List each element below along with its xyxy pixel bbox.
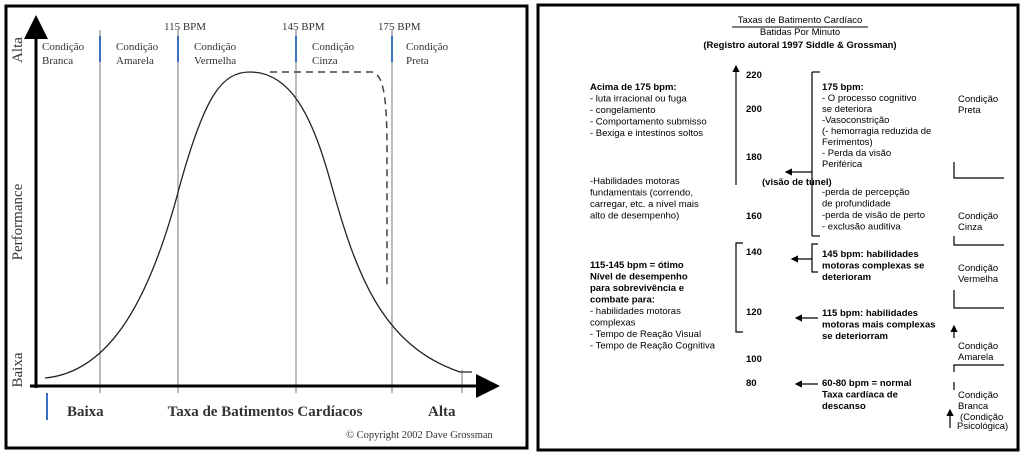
note-line: (- hemorragia reduzida de	[822, 126, 931, 137]
scale-value: 160	[746, 211, 762, 222]
condition-label: Branca	[958, 401, 989, 412]
note-line: se deteriora	[822, 104, 873, 115]
subtitle: Batidas Por Minuto	[760, 27, 840, 38]
performance-curve	[44, 71, 472, 379]
note-line: - Bexiga e intestinos soltos	[590, 128, 703, 139]
source: (Registro autoral 1997 Siddle & Grossman…	[703, 40, 896, 51]
copyright: © Copyright 2002 Dave Grossman	[346, 430, 494, 441]
scale-value: 180	[746, 152, 762, 163]
note-line: - congelamento	[590, 105, 655, 116]
zone-lines	[99, 30, 463, 393]
condition-label: Condição	[958, 263, 998, 274]
note-line: -perda de percepção	[822, 187, 910, 198]
condition-label: Condição	[958, 390, 998, 401]
bpm-marker: 145 BPM	[282, 21, 325, 33]
note-line: - Comportamento submisso	[590, 117, 707, 128]
x-high-label: Alta	[428, 404, 456, 420]
note-line: para sobrevivência e	[590, 283, 684, 294]
scale-value: 140	[746, 247, 762, 258]
note-line: 145 bpm: habilidades	[822, 249, 919, 260]
heart-rate-diagram	[536, 3, 1020, 452]
condition-label: Condição	[958, 211, 998, 222]
note-line: 115 bpm: habilidades	[822, 308, 918, 319]
note-line: motoras mais complexas	[822, 320, 936, 331]
zone-label: Branca	[42, 55, 73, 67]
note-line: de profundidade	[822, 199, 891, 210]
note-line: fundamentais (correndo,	[590, 188, 693, 199]
note-line: (visão de túnel)	[762, 177, 832, 188]
bpm-marker: 175 BPM	[378, 21, 421, 33]
performance-chart	[4, 4, 529, 450]
zone-label: Condição	[312, 41, 355, 53]
note-line: deterioram	[822, 272, 871, 283]
scale-value: 80	[746, 378, 757, 389]
bpm-marker: 115 BPM	[164, 21, 206, 33]
note-line: Taxa cardíaca de	[822, 390, 898, 401]
condition-label: Condição	[958, 341, 998, 352]
condition-label: Cinza	[958, 222, 983, 233]
note-line: - luta irracional ou fuga	[590, 94, 687, 105]
note-line: Nível de desempenho	[590, 272, 688, 283]
note-line: Periférica	[822, 159, 863, 170]
condition-note: Psicológica)	[957, 421, 1008, 432]
scale-value: 220	[746, 70, 762, 81]
note-line: descanso	[822, 401, 866, 412]
note-line: 60-80 bpm = normal	[822, 378, 912, 389]
zone-label: Amarela	[116, 55, 154, 67]
note-line: complexas	[590, 318, 636, 329]
scale-value: 120	[746, 307, 762, 318]
condition-label: Preta	[958, 105, 981, 116]
note-line: 115-145 bpm = ótimo	[590, 260, 684, 271]
x-low-label: Baixa	[67, 404, 104, 420]
zone-label: Cinza	[312, 55, 338, 67]
title: Taxas de Batimento Cardíaco	[738, 15, 863, 26]
note-line: - Tempo de Reação Cognitiva	[590, 341, 716, 352]
note-line: alto de desempenho)	[590, 211, 679, 222]
note-line: - habilidades motoras	[590, 306, 681, 317]
zone-label: Condição	[42, 41, 85, 53]
note-line: carregar, etc. a nível mais	[590, 199, 699, 210]
note-line: se deteriorram	[822, 331, 888, 342]
y-high-label: Alta	[10, 37, 26, 63]
panel-border	[536, 3, 1020, 452]
note-line: -Vasoconstrição	[822, 115, 889, 126]
note-line: Ferimentos)	[822, 137, 873, 148]
note-line: - O processo cognitivo	[822, 93, 917, 104]
zone-label: Condição	[116, 41, 159, 53]
condition-label: Vermelha	[958, 274, 999, 285]
note-line: -perda de visão de perto	[822, 210, 925, 221]
zone-label: Vermelha	[194, 55, 236, 67]
zone-label: Preta	[406, 55, 429, 67]
note-line: motoras complexas se	[822, 261, 924, 272]
note-line: -Habilidades motoras	[590, 176, 680, 187]
scale-value: 100	[746, 354, 762, 365]
y-axis-label: Performance	[10, 183, 26, 260]
y-low-label: Baixa	[10, 352, 26, 387]
connectors	[732, 64, 1004, 428]
dashed-curve	[270, 71, 388, 285]
condition-label: Amarela	[958, 352, 994, 363]
x-axis-label: Taxa de Batimentos Cardíacos	[168, 404, 363, 420]
condition-label: Condição	[958, 94, 998, 105]
note-line: - Perda da visão	[822, 148, 891, 159]
note-line: - Tempo de Reação Visual	[590, 329, 701, 340]
note-line: combate para:	[590, 295, 655, 306]
note-line: Acima de 175 bpm:	[590, 82, 677, 93]
panel-border	[4, 4, 529, 450]
condition-note: (Condição	[960, 412, 1003, 423]
note-line: - exclusão auditiva	[822, 222, 901, 233]
zone-label: Condição	[194, 41, 237, 53]
note-line: 175 bpm:	[822, 82, 864, 93]
zone-label: Condição	[406, 41, 449, 53]
scale-value: 200	[746, 104, 762, 115]
